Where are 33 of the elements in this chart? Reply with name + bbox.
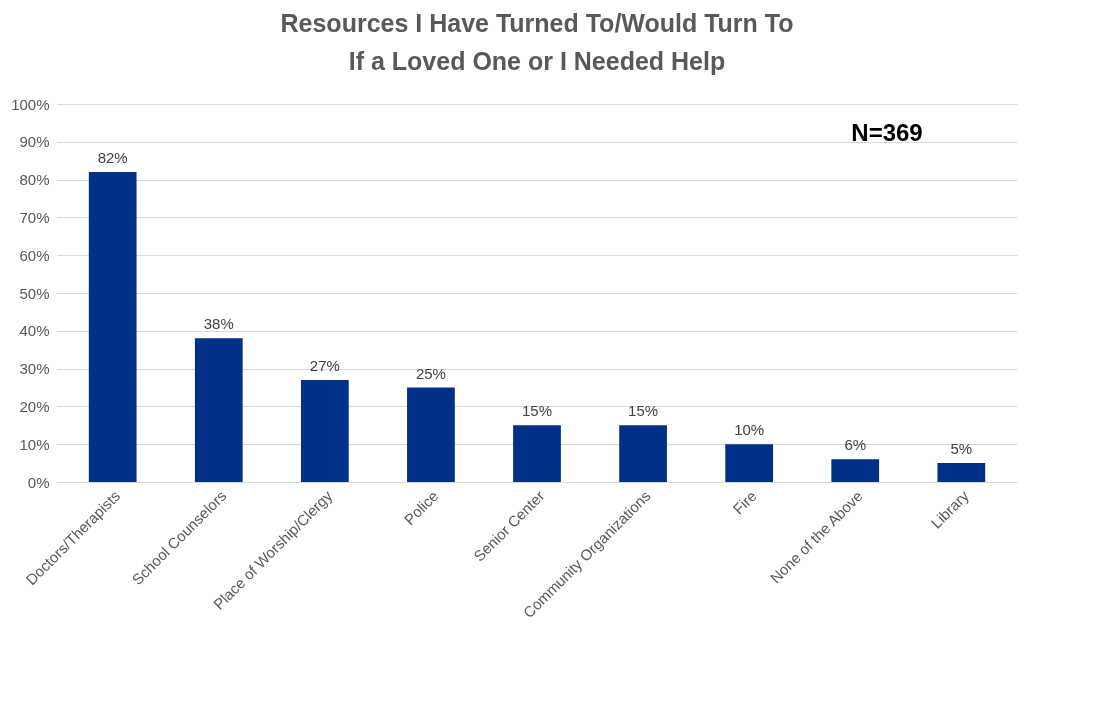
data-label: 5%	[950, 440, 973, 458]
x-tick-label: Fire	[729, 487, 760, 518]
bar	[937, 463, 986, 482]
y-tick-label: 40%	[19, 322, 50, 340]
data-label: 15%	[628, 402, 659, 420]
data-label: 25%	[415, 364, 446, 382]
data-label: 82%	[97, 149, 128, 167]
y-tick-label: 20%	[19, 397, 50, 415]
y-tick-label: 30%	[19, 360, 50, 378]
bar	[194, 338, 243, 482]
bar	[407, 387, 455, 482]
text: Resources I Have Turned To/Would Turn To	[280, 9, 794, 37]
annotation: N=369	[851, 119, 923, 146]
data-label: 15%	[521, 402, 553, 420]
y-tick-label: 0%	[27, 473, 50, 491]
y-tick-label: 90%	[19, 133, 50, 151]
y-tick-label: 60%	[19, 246, 50, 264]
data-label: 38%	[203, 315, 234, 333]
bar	[831, 459, 880, 482]
bar	[725, 444, 774, 482]
bar	[513, 425, 561, 482]
y-tick-label: 10%	[19, 435, 50, 453]
bar	[300, 379, 349, 482]
y-tick-label: 80%	[19, 171, 50, 189]
y-tick-label: 100%	[11, 95, 50, 113]
data-label: 10%	[734, 421, 765, 439]
data-label: 6%	[844, 436, 867, 454]
text: If a Loved One or I Needed Help	[348, 47, 726, 75]
bar	[619, 425, 667, 482]
bar	[88, 172, 137, 482]
data-label: 27%	[309, 356, 340, 374]
y-tick-label: 50%	[19, 284, 50, 302]
y-tick-label: 70%	[19, 208, 50, 226]
